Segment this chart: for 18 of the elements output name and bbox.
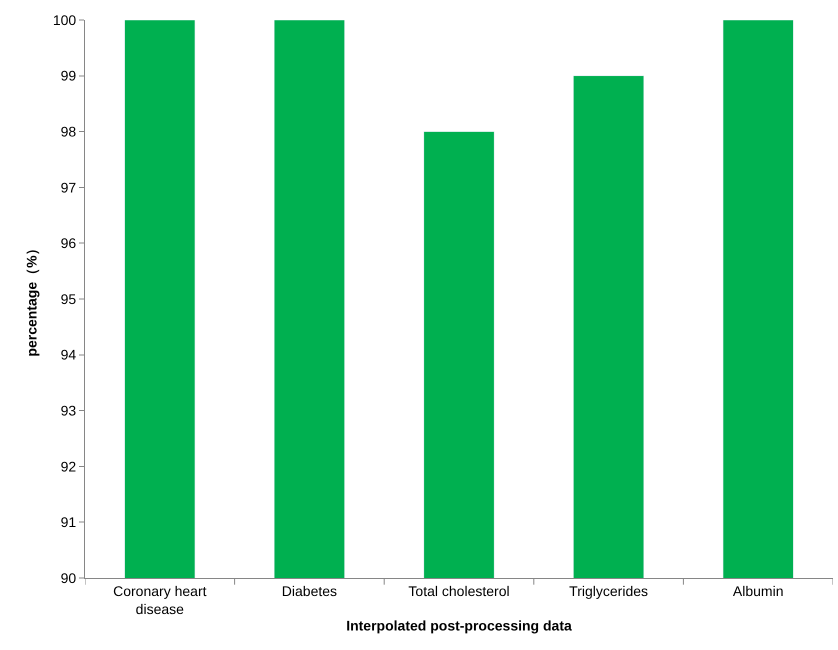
x-tick-label: Albumin	[732, 582, 784, 599]
x-tick-label: Triglycerides	[569, 582, 648, 599]
y-axis-title: percentage（%）	[23, 241, 40, 357]
x-tick-label: Diabetes	[282, 582, 338, 599]
y-tick-label: 92	[60, 458, 76, 474]
x-axis-title: Interpolated post-processing data	[346, 617, 572, 634]
y-tick-label: 90	[60, 570, 76, 586]
y-tick-label: 99	[60, 68, 76, 84]
y-tick-label: 96	[60, 235, 76, 252]
y-tick-label: 95	[60, 290, 76, 307]
x-tick-label: Total cholesterol	[408, 582, 510, 599]
x-tick-label: Coronary heart disease	[113, 582, 207, 617]
y-tick-label: 94	[60, 346, 76, 363]
y-tick-label: 98	[60, 124, 76, 140]
y-tick-label: 97	[60, 179, 76, 196]
y-tick-label: 91	[60, 514, 76, 530]
y-tick-label: 100	[52, 12, 76, 28]
y-tick-label: 93	[60, 402, 76, 418]
